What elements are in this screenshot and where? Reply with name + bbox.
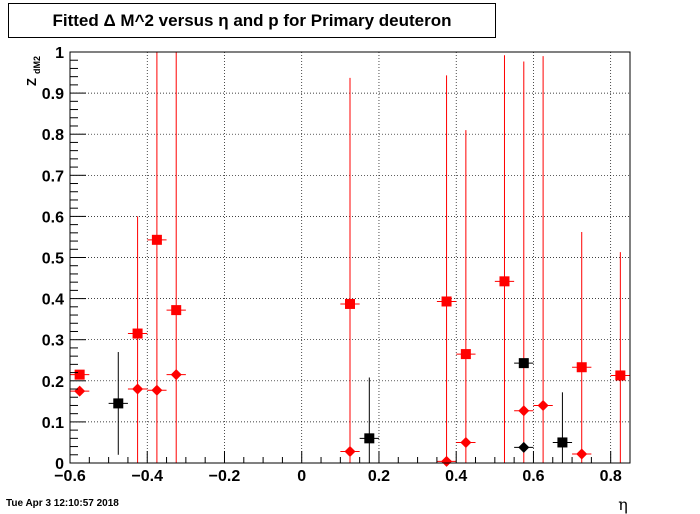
diamond-marker [518, 405, 530, 417]
data-point [108, 352, 128, 455]
x-tick-label: 0.4 [445, 468, 467, 485]
diamond-marker [441, 455, 453, 467]
y-axis-label-sub: dM2 [32, 56, 42, 74]
square-marker [113, 398, 124, 409]
square-marker [364, 433, 375, 444]
square-marker [615, 370, 626, 381]
y-tick-label: 0.5 [42, 251, 64, 268]
x-tick-label: −0.6 [54, 468, 86, 485]
square-marker [74, 369, 85, 380]
y-tick-label: 0.4 [42, 292, 64, 309]
square-marker [441, 296, 452, 307]
y-axis-label: Z dM2 [24, 56, 42, 86]
y-tick-label: 1 [55, 45, 64, 62]
data-point [514, 358, 534, 369]
series-red-diamond [70, 56, 592, 467]
data-point [147, 384, 167, 396]
data-point [359, 377, 379, 463]
y-axis-label-main: Z [24, 78, 39, 86]
data-point [514, 441, 534, 453]
diamond-marker [132, 383, 144, 395]
square-marker [151, 234, 162, 245]
data-point [514, 61, 534, 463]
y-tick-label: 0.2 [42, 374, 64, 391]
diamond-marker [537, 399, 549, 411]
y-axis-ticks: 0 0.1 0.2 0.3 0.4 0.5 0.6 0.7 0.8 0.9 1 [42, 45, 86, 473]
square-marker [499, 276, 510, 287]
data-point [436, 455, 457, 467]
data-point [436, 75, 457, 463]
data-point [533, 56, 553, 463]
diamond-marker [344, 445, 356, 457]
diamond-marker [460, 436, 472, 448]
chart-title: Fitted Δ M^2 versus η and p for Primary … [8, 3, 496, 38]
series-black-square [108, 352, 573, 463]
x-tick-label: −0.4 [131, 468, 163, 485]
square-marker [171, 305, 182, 316]
series-black-diamond [514, 441, 534, 453]
y-tick-label: 0.1 [42, 415, 64, 432]
data-point [166, 52, 186, 463]
x-axis-ticks: −0.6 −0.4 −0.2 0 0.2 0.4 0.6 0.8 [54, 451, 631, 485]
diamond-marker [170, 369, 182, 381]
data-series [70, 52, 630, 467]
data-point [340, 77, 360, 463]
data-point [166, 369, 186, 381]
square-marker [345, 298, 355, 309]
y-tick-label: 0.7 [42, 168, 64, 185]
data-point [572, 232, 592, 463]
x-tick-label: 0 [297, 468, 306, 485]
diamond-marker [576, 448, 588, 460]
diamond-marker [74, 385, 86, 397]
data-point [70, 385, 90, 397]
diamond-marker [151, 384, 163, 396]
square-marker [557, 437, 568, 448]
data-point [456, 130, 476, 463]
series-red-square [70, 52, 630, 463]
x-tick-label: 0.2 [368, 468, 390, 485]
data-point [127, 216, 148, 463]
y-tick-label: 0.3 [42, 333, 64, 350]
y-tick-label: 0.8 [42, 127, 64, 144]
data-point [552, 392, 573, 463]
x-tick-label: 0.6 [522, 468, 544, 485]
diamond-marker [518, 441, 530, 453]
data-point [340, 445, 360, 457]
x-axis-label: η [618, 495, 628, 514]
y-tick-label: 0.6 [42, 209, 64, 226]
data-point [70, 369, 90, 380]
data-point [610, 252, 630, 463]
x-tick-label: 0.8 [600, 468, 622, 485]
data-point [494, 55, 515, 463]
y-tick-label: 0 [55, 456, 64, 473]
square-marker [518, 358, 529, 369]
y-tick-label: 0.9 [42, 86, 64, 103]
timestamp: Tue Apr 3 12:10:57 2018 [6, 498, 119, 509]
x-tick-label: −0.2 [209, 468, 241, 485]
